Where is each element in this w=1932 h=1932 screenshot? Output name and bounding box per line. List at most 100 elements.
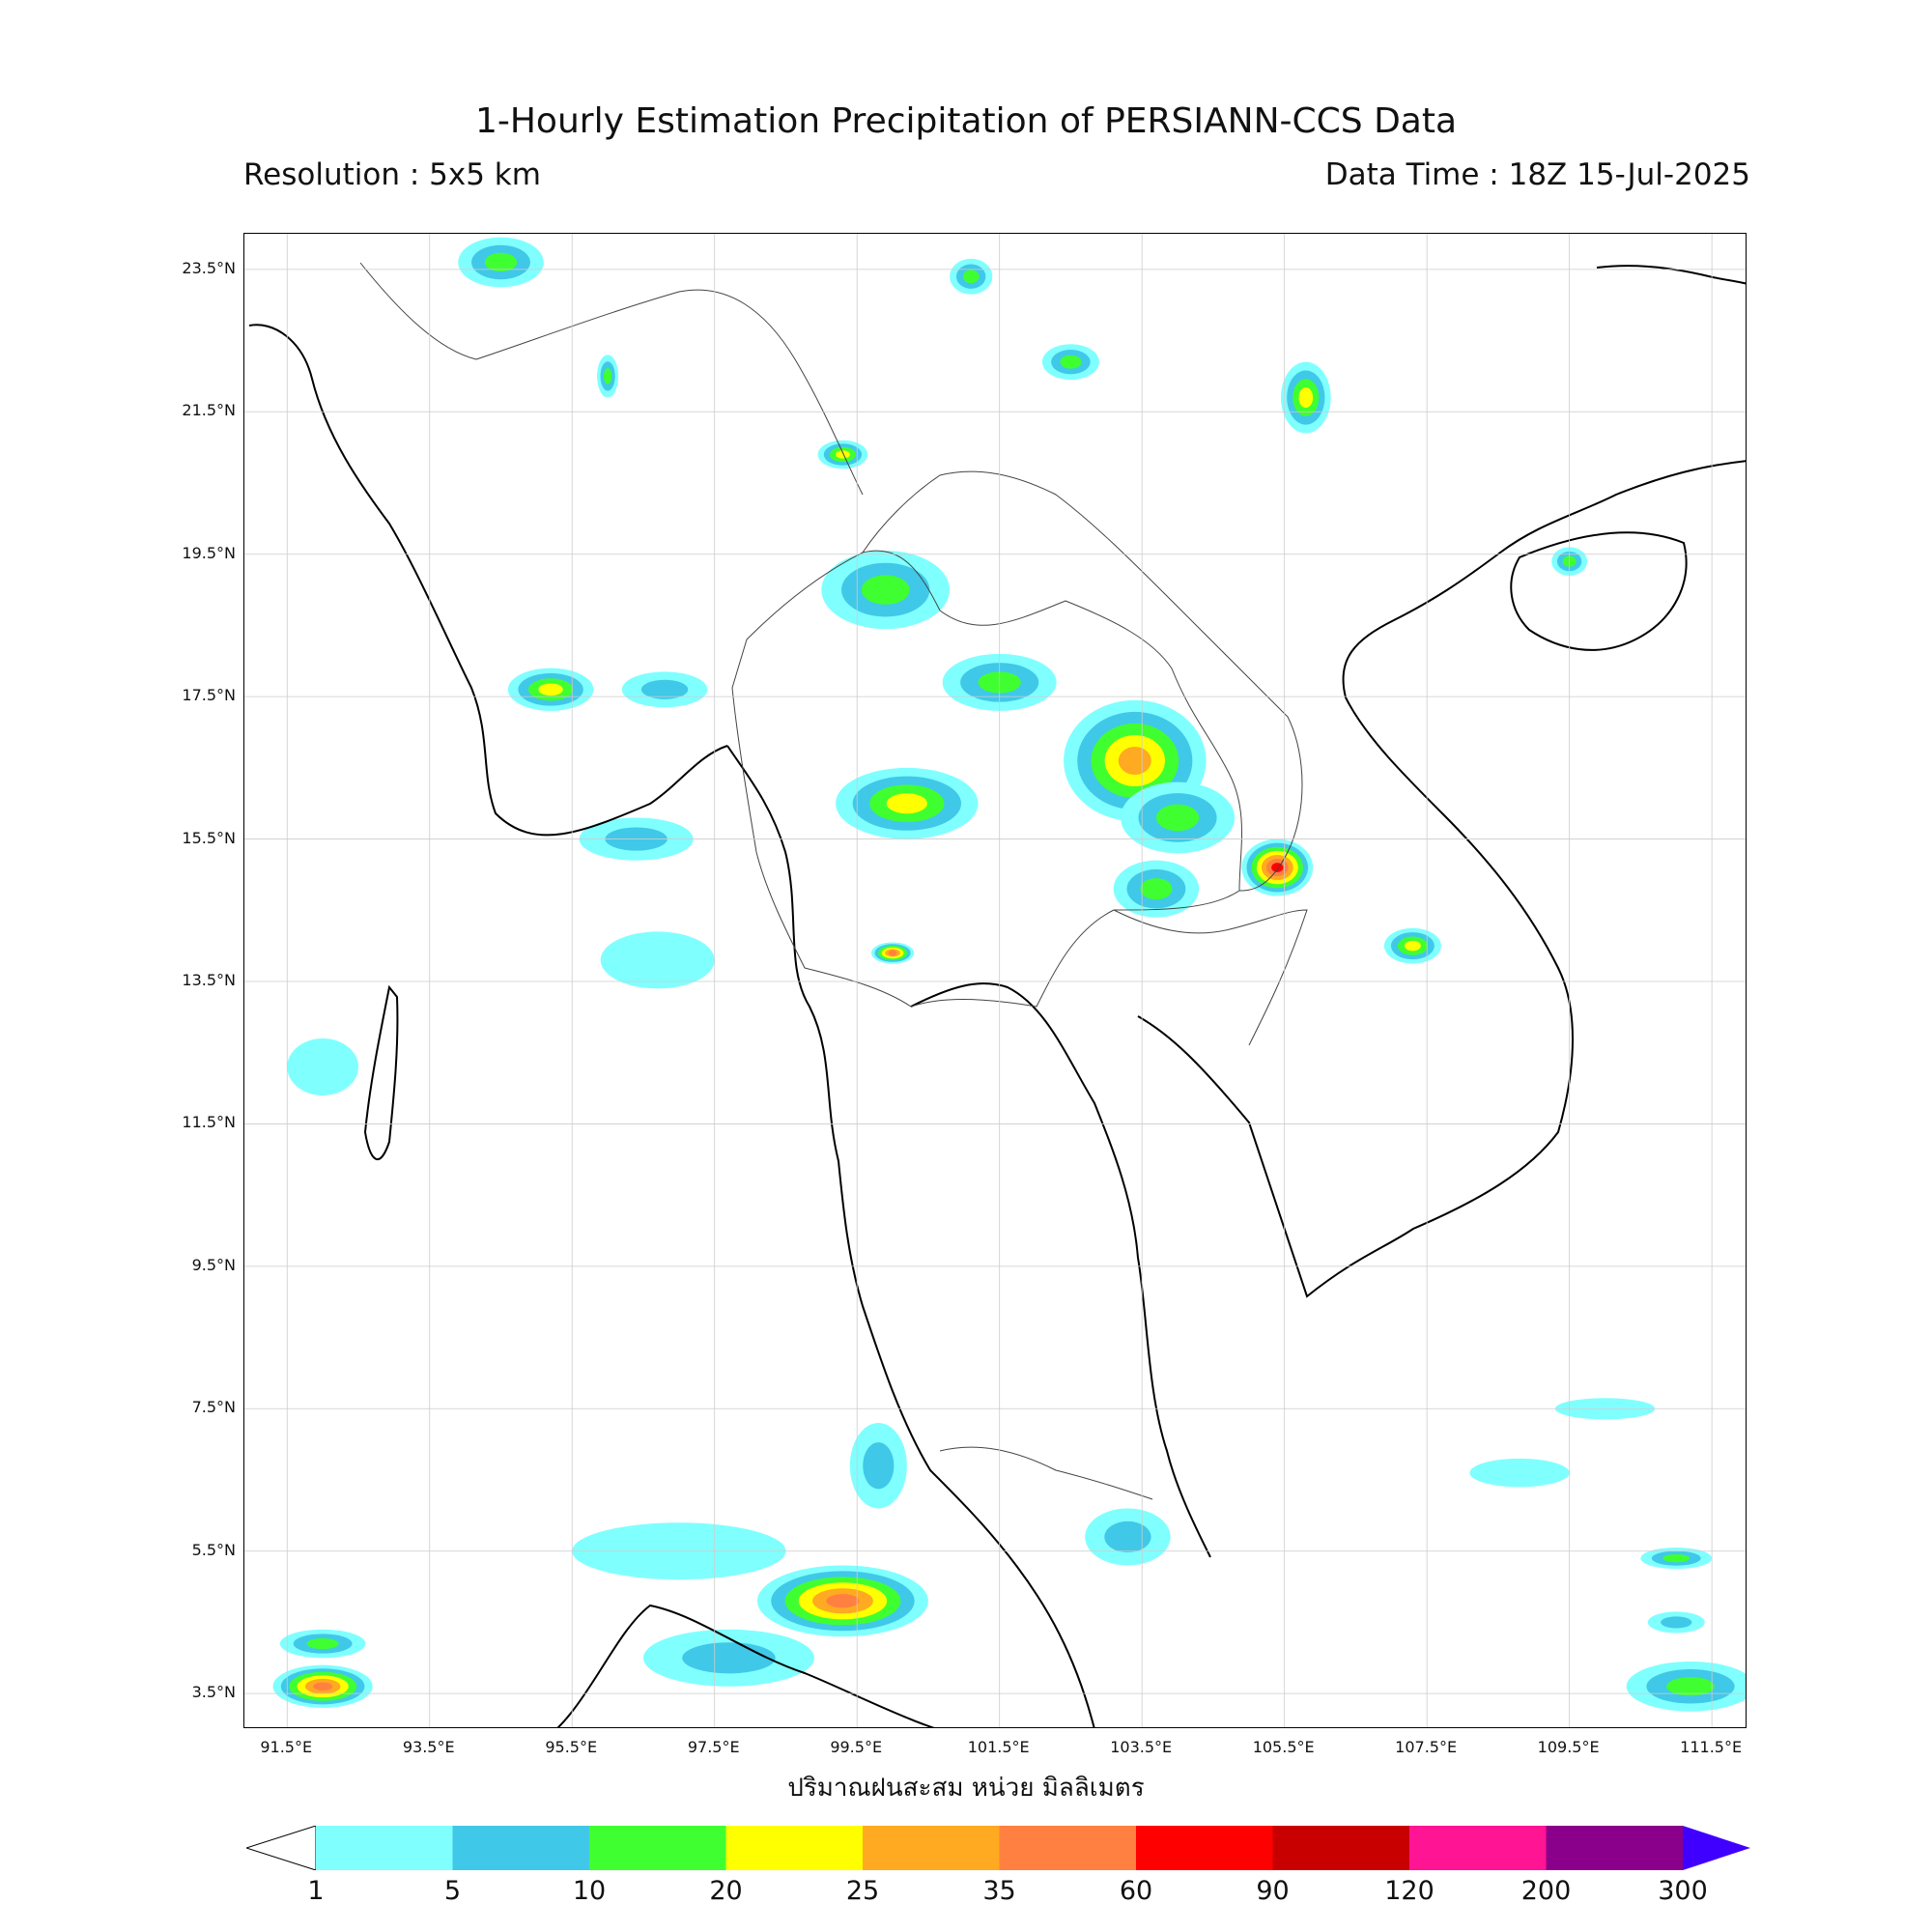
precip-cell-20 <box>272 1664 373 1708</box>
lat-tick-label: 23.5°N <box>182 258 236 277</box>
precip-cell-14 <box>870 942 915 964</box>
map-canvas <box>244 234 1746 1727</box>
coastline-andaman-islands <box>363 984 399 1161</box>
lon-tick-label: 95.5°E <box>545 1738 598 1756</box>
colorbar-segment-9 <box>1546 1826 1683 1870</box>
precip-cell-4 <box>621 671 708 708</box>
colorbar-tick-label: 60 <box>1119 1876 1153 1906</box>
grid-layer <box>244 234 1746 1727</box>
lat-tick-label: 9.5°N <box>191 1255 236 1274</box>
map-panel[interactable] <box>243 233 1747 1728</box>
precip-level-3 <box>1404 940 1421 952</box>
precip-level-2 <box>484 252 518 272</box>
cambodia-border <box>1113 909 1308 1046</box>
precip-level-4 <box>1118 747 1151 775</box>
lon-tick-label: 103.5°E <box>1110 1738 1173 1756</box>
precip-level-1 <box>640 679 689 699</box>
coastline-gulf-of-thailand <box>910 982 1211 1558</box>
precip-cell-15 <box>756 1565 928 1637</box>
coastline-layer <box>248 265 1746 1727</box>
colorbar-segment-1 <box>452 1826 589 1870</box>
colorbar-tick-label: 25 <box>845 1876 880 1906</box>
precip-level-5 <box>888 950 897 956</box>
lon-tick-label: 107.5°E <box>1395 1738 1458 1756</box>
precip-level-2 <box>1155 804 1200 832</box>
precip-cell-21 <box>279 1629 366 1659</box>
lat-tick-label: 5.5°N <box>191 1540 236 1559</box>
precip-cell-5 <box>836 767 979 839</box>
precip-cell-25 <box>287 1037 358 1095</box>
precip-level-5 <box>313 1682 333 1691</box>
lon-tick-label: 101.5°E <box>967 1738 1030 1756</box>
precip-level-2 <box>1662 1553 1690 1563</box>
map-title: 1-Hourly Estimation Precipitation of PER… <box>474 101 1458 141</box>
precip-level-3 <box>1298 387 1314 409</box>
precip-cell-0 <box>458 237 544 288</box>
precip-level-3 <box>886 793 927 814</box>
coastline-myanmar-west <box>248 324 728 837</box>
colorbar-segment-0 <box>316 1826 453 1870</box>
precip-cell-32 <box>950 258 993 295</box>
colorbar-segment-6 <box>1136 1826 1273 1870</box>
colorbar-segment-4 <box>863 1826 1000 1870</box>
lon-tick-label: 97.5°E <box>687 1738 740 1756</box>
lat-tick-label: 15.5°N <box>182 828 236 847</box>
coastline-hainan <box>1510 531 1688 651</box>
precip-cell-19 <box>1085 1508 1171 1566</box>
precip-cell-10 <box>1113 860 1200 918</box>
colorbar-tick-label: 300 <box>1658 1876 1708 1906</box>
coastline-china-north <box>1596 265 1746 285</box>
precip-level-0 <box>1469 1458 1570 1488</box>
colorbar-tick-label: 35 <box>982 1876 1016 1906</box>
precip-level-2 <box>306 1638 339 1650</box>
precip-cell-3 <box>507 668 594 711</box>
lon-tick-label: 105.5°E <box>1252 1738 1315 1756</box>
resolution-label: Resolution : 5x5 km <box>243 157 541 192</box>
coastline-cambodia-vietnam <box>1137 460 1746 1298</box>
coastline-sumatra <box>556 1604 935 1727</box>
precip-cell-2 <box>821 551 951 630</box>
precip-cell-28 <box>1469 1458 1570 1488</box>
coastline-andaman-sea <box>726 745 1095 1727</box>
malaysia-border <box>939 1446 1153 1500</box>
lat-tick-label: 7.5°N <box>191 1398 236 1417</box>
colorbar-segment-5 <box>999 1826 1136 1870</box>
colorbar-under-arrow <box>246 1826 317 1870</box>
lon-tick-label: 93.5°E <box>402 1738 455 1756</box>
precip-cell-12 <box>1041 344 1099 381</box>
lon-tick-label: 91.5°E <box>260 1738 313 1756</box>
colorbar-tick-label: 200 <box>1520 1876 1572 1906</box>
data-time-label: Data Time : 18Z 15-Jul-2025 <box>1324 157 1750 192</box>
precip-cell-18 <box>849 1423 907 1509</box>
colorbar-segment-3 <box>725 1826 863 1870</box>
colorbar-tick-label: 5 <box>443 1876 462 1906</box>
border-layer <box>359 262 1308 1500</box>
precip-cell-26 <box>600 931 715 989</box>
precip-level-1 <box>682 1642 776 1674</box>
lat-tick-label: 11.5°N <box>182 1113 236 1132</box>
precip-level-1 <box>863 1442 895 1490</box>
precip-level-6 <box>1271 863 1284 872</box>
lat-tick-label: 13.5°N <box>182 971 236 989</box>
precip-level-5 <box>826 1594 860 1608</box>
colorbar-tick-label: 1 <box>307 1876 325 1906</box>
precip-level-0 <box>600 931 715 989</box>
precip-cell-31 <box>597 355 619 398</box>
lat-tick-label: 19.5°N <box>182 543 236 562</box>
precip-cell-22 <box>1626 1661 1746 1712</box>
colorbar-label: ปริมาณฝนสะสม หน่วย มิลลิเมตร <box>787 1774 1145 1803</box>
precip-level-2 <box>603 368 612 384</box>
precip-level-1 <box>1661 1616 1692 1629</box>
precip-cell-9 <box>1241 838 1314 896</box>
lat-tick-label: 21.5°N <box>182 401 236 420</box>
precip-level-1 <box>1104 1520 1151 1553</box>
colorbar-over-arrow <box>1683 1826 1750 1870</box>
precip-level-2 <box>962 270 980 284</box>
precip-cell-24 <box>1640 1548 1713 1570</box>
laos-border <box>862 470 1303 892</box>
precip-level-3 <box>538 683 563 696</box>
lat-tick-label: 17.5°N <box>182 686 236 705</box>
precip-level-2 <box>1060 355 1082 369</box>
colorbar-segment-7 <box>1272 1826 1409 1870</box>
lat-tick-label: 3.5°N <box>191 1683 236 1702</box>
